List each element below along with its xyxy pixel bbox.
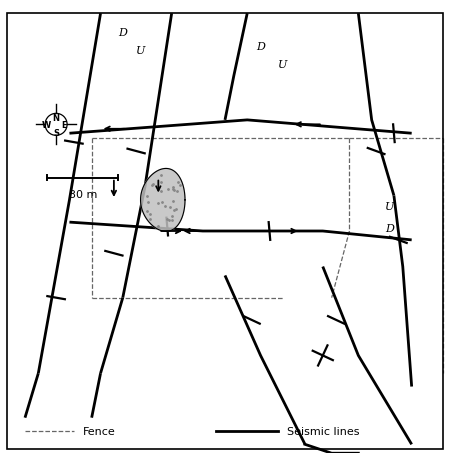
Text: Seismic lines: Seismic lines [287,426,360,436]
Point [146,211,153,219]
Point [169,184,176,191]
Point [168,213,176,220]
Point [149,181,157,188]
Point [144,208,151,215]
Text: Fence: Fence [83,426,116,436]
Point [169,198,176,206]
Text: D: D [118,28,127,38]
Point [158,199,165,206]
Text: W: W [42,120,51,130]
Point [143,193,150,200]
Point [148,182,156,189]
Text: U: U [279,59,288,69]
Text: U: U [385,201,394,211]
Text: D: D [256,42,265,52]
Point [169,186,176,193]
Point [158,188,165,195]
Text: N: N [53,113,59,122]
Point [155,200,162,207]
Text: S: S [53,129,59,138]
Point [147,216,154,223]
Point [164,216,171,223]
Point [145,198,152,206]
Point [154,223,161,231]
Point [157,179,164,187]
Point [157,172,164,179]
Text: E: E [61,120,67,130]
Point [166,204,173,211]
Point [161,203,168,210]
Point [176,181,183,189]
Point [171,187,178,194]
Polygon shape [140,169,185,232]
Point [173,188,180,195]
Text: D: D [385,224,394,233]
Point [171,207,178,214]
Point [168,216,176,224]
Text: 30 m: 30 m [68,189,97,200]
Point [172,206,179,213]
Point [174,179,181,187]
Point [166,217,173,225]
Point [164,186,171,194]
Text: U: U [136,46,145,56]
